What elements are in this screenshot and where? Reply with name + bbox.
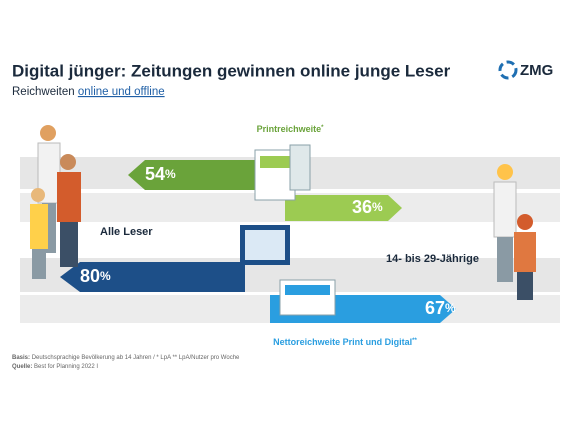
value-label: 80% [80, 266, 111, 286]
subtitle-link: online und offline [78, 86, 165, 98]
audience-label: Alle Leser [100, 226, 153, 238]
footnote-marker: * [321, 125, 324, 131]
note-text: Deutschsprachige Bevölkerung ab 14 Jahre… [32, 355, 240, 361]
value-label: 54% [145, 164, 176, 184]
arrow-print-young [285, 195, 402, 221]
people-left [30, 125, 81, 279]
note: Basis: Deutschsprachige Bevölkerung ab 1… [12, 355, 240, 361]
note-text: Best for Planning 2022 I [34, 364, 98, 370]
arrow-print-all [128, 160, 255, 190]
device-illustration [240, 144, 336, 316]
note: Quelle: Best for Planning 2022 I [12, 364, 98, 370]
people-right [493, 164, 536, 300]
value: 54 [145, 164, 165, 184]
title: Digital jünger: Zeitungen gewinnen onlin… [12, 61, 451, 80]
row-label: Nettoreichweite Print und Digital** [273, 337, 417, 347]
value: 80 [80, 266, 100, 286]
subtitle-text: Reichweiten [12, 86, 75, 98]
value-label: 67% [425, 298, 456, 318]
logo: ZMG [498, 60, 553, 80]
footnote-marker: ** [412, 338, 417, 344]
logo-text: ZMG [520, 62, 553, 79]
row-name: Printreichweite [257, 124, 322, 134]
row-name: Nettoreichweite Print und Digital [273, 337, 412, 347]
unit: % [445, 301, 456, 315]
row-label: Printreichweite* [257, 124, 325, 134]
subtitle: Reichweiten online und offline [12, 86, 165, 98]
arrow-net-all [60, 262, 245, 292]
values: 54%36%80%67% [80, 164, 456, 318]
value-label: 36% [352, 197, 383, 217]
audience-label: 14- bis 29-Jährige [386, 253, 479, 265]
note-label: Quelle: [12, 364, 32, 370]
unit: % [165, 167, 176, 181]
value: 36 [352, 197, 372, 217]
unit: % [100, 269, 111, 283]
value: 67 [425, 298, 445, 318]
unit: % [372, 200, 383, 214]
note-label: Basis: [12, 355, 30, 361]
